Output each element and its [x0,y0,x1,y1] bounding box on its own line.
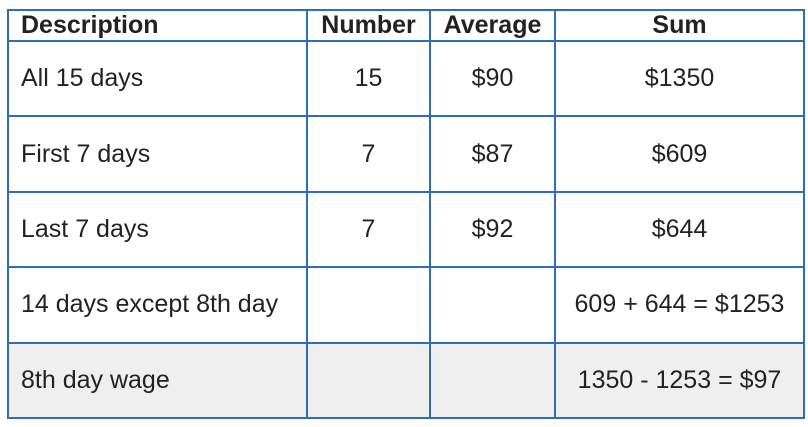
table-header: Description Number Average Sum [7,9,805,42]
header-cell: Description [7,9,308,42]
table-cell: 7 [306,115,431,193]
table-row: All 15 days 15 $90 $1350 [7,39,805,118]
empty-cell [429,266,556,344]
table-cell: First 7 days [7,115,308,193]
header-cell: Average [429,9,556,42]
table-cell: All 15 days [7,39,308,118]
table-cell: 609 + 644 = $1253 [554,266,805,344]
table-cell: $644 [554,190,805,269]
table-row: Last 7 days 7 $92 $644 [7,190,805,269]
empty-cell [306,266,431,344]
header-cell: Number [306,9,431,42]
table-body: All 15 days 15 $90 $1350 First 7 days 7 $87 $60… [7,39,805,420]
empty-cell [306,341,431,420]
table-cell: 1350 - 1253 = $97 [554,341,805,420]
table-cell: $87 [429,115,556,193]
table-cell: 14 days except 8th day [7,266,308,344]
table-cell: 15 [306,39,431,118]
table-cell: Last 7 days [7,190,308,269]
table-row: First 7 days 7 $87 $609 [7,115,805,193]
header-row: Description Number Average Sum [7,9,805,42]
data-table: Description Number Average Sum All 15 days 1… [7,9,805,420]
table-cell: $92 [429,190,556,269]
empty-cell [429,341,556,420]
table-row: 8th day wage 1350 - 1253 = $97 [7,341,805,420]
table-row: 14 days except 8th day 609 + 644 = $1253 [7,266,805,344]
table-cell: 8th day wage [7,341,308,420]
header-cell: Sum [554,9,805,42]
table-cell: $1350 [554,39,805,118]
table-cell: $90 [429,39,556,118]
table-cell: 7 [306,190,431,269]
table-cell: $609 [554,115,805,193]
